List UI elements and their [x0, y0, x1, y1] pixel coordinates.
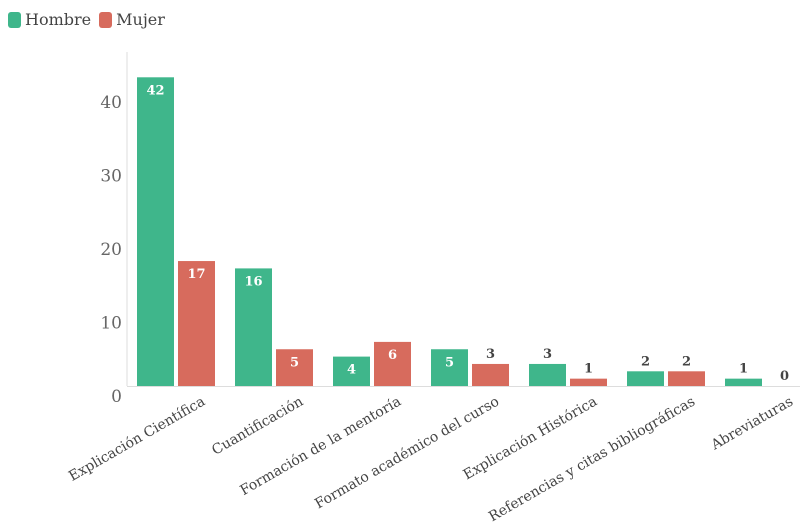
category-label: Cuantificación — [209, 394, 306, 459]
bar-mujer[interactable] — [374, 341, 411, 386]
y-tick-label: 0 — [111, 387, 122, 407]
bar-mujer[interactable] — [570, 378, 607, 386]
data-label: 2 — [682, 354, 691, 369]
data-label: 5 — [290, 355, 299, 370]
data-label: 0 — [780, 369, 789, 384]
data-label: 16 — [244, 274, 262, 289]
data-label: 1 — [739, 362, 748, 377]
y-tick-label: 10 — [100, 314, 122, 334]
legend-swatch-hombre — [8, 11, 21, 28]
legend: Hombre Mujer — [8, 10, 173, 29]
data-label: 2 — [641, 354, 650, 369]
data-label: 3 — [543, 347, 552, 362]
legend-label-mujer: Mujer — [116, 10, 165, 29]
data-label: 17 — [187, 267, 205, 282]
data-labels: 42 17 16 5 4 6 5 3 3 1 2 2 1 0 — [146, 83, 789, 384]
category-labels: Explicación Científica CuantificaciónForm… — [66, 394, 796, 524]
y-tick-label: 20 — [100, 240, 122, 260]
bar-hombre[interactable] — [529, 363, 566, 386]
bar-mujer[interactable] — [472, 363, 509, 386]
data-label: 5 — [445, 355, 454, 370]
category-label: Referencias y citas bibliográficas — [486, 394, 698, 524]
bar-hombre[interactable] — [333, 356, 370, 386]
category-label: Explicación Científica — [66, 394, 208, 485]
bar-hombre[interactable] — [235, 268, 272, 386]
legend-swatch-mujer — [99, 11, 113, 28]
legend-item-mujer[interactable]: Mujer — [99, 10, 165, 29]
bar-hombre[interactable] — [431, 349, 468, 386]
category-label: Abreviaturas — [708, 394, 796, 454]
y-tick-label: 30 — [100, 167, 122, 187]
data-label: 3 — [486, 347, 495, 362]
legend-item-hombre[interactable]: Hombre — [8, 10, 91, 29]
bar-mujer[interactable] — [276, 349, 313, 386]
data-label: 4 — [347, 363, 356, 378]
y-axis-ticks: 0 10 20 30 40 — [100, 93, 122, 407]
bar-hombre[interactable] — [137, 77, 174, 387]
bar-hombre[interactable] — [725, 378, 762, 386]
data-label: 42 — [146, 83, 164, 98]
data-label: 1 — [584, 362, 593, 377]
bar-mujer[interactable] — [668, 371, 705, 386]
bar-mujer[interactable] — [178, 261, 215, 386]
category-label: Formación de la mentoría — [237, 394, 404, 499]
data-label: 6 — [388, 348, 397, 363]
legend-label-hombre: Hombre — [25, 10, 92, 29]
bars — [137, 77, 762, 387]
y-tick-label: 40 — [100, 93, 122, 113]
category-label: Formato académico del curso — [312, 394, 502, 513]
bar-hombre[interactable] — [627, 371, 664, 386]
